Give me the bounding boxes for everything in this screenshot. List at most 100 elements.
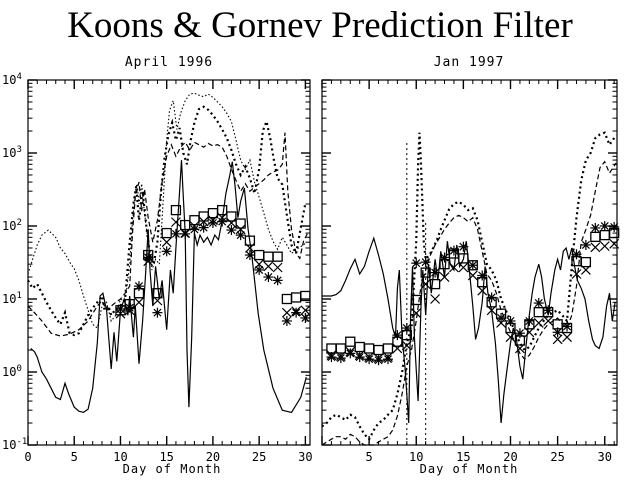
asterisk-marker bbox=[544, 306, 553, 315]
asterisk-marker bbox=[227, 226, 236, 235]
square-marker bbox=[152, 288, 163, 299]
panel-0: 0 5 10 15 20 25 30 10-1 100 101 102 103 104 bbox=[2, 72, 313, 464]
asterisk-marker bbox=[572, 250, 581, 259]
x-marker bbox=[272, 262, 283, 273]
asterisk-marker bbox=[449, 246, 458, 255]
series-prediction-bold-dotted bbox=[27, 105, 307, 337]
asterisk-marker bbox=[412, 259, 421, 268]
square-marker bbox=[382, 343, 394, 354]
x-marker bbox=[401, 340, 412, 351]
asterisk-marker bbox=[134, 282, 143, 291]
asterisk-marker bbox=[534, 299, 543, 308]
square-marker bbox=[170, 204, 182, 216]
x-tick-label: 5 bbox=[366, 450, 373, 464]
asterisk-marker bbox=[478, 271, 487, 280]
asterisk-marker bbox=[301, 313, 310, 322]
x-marker bbox=[226, 218, 237, 228]
asterisk-marker bbox=[190, 225, 199, 234]
square-marker bbox=[226, 211, 237, 222]
left-panel-title: April 1996 bbox=[124, 55, 214, 70]
asterisk-marker bbox=[487, 293, 496, 302]
asterisk-marker bbox=[497, 313, 506, 322]
x-tick-label: 30 bbox=[298, 450, 312, 464]
left-xaxis-label: Day of Month bbox=[122, 462, 222, 476]
asterisk-marker bbox=[393, 331, 402, 340]
asterisk-marker bbox=[506, 316, 515, 325]
y-tick-label: 102 bbox=[2, 218, 22, 233]
square-marker bbox=[458, 253, 469, 264]
asterisk-marker bbox=[383, 355, 392, 364]
y-tick-label: 101 bbox=[2, 291, 22, 306]
square-marker bbox=[599, 229, 610, 241]
square-marker bbox=[354, 341, 365, 353]
y-tick-label: 103 bbox=[2, 145, 22, 160]
square-marker bbox=[590, 231, 601, 243]
x-marker bbox=[609, 238, 620, 249]
x-tick-label: 10 bbox=[113, 450, 127, 464]
square-marker bbox=[363, 343, 375, 354]
x-tick-label: 10 bbox=[409, 450, 423, 464]
asterisk-marker bbox=[600, 221, 609, 231]
x-marker bbox=[458, 262, 469, 273]
x-marker bbox=[533, 318, 544, 328]
series-prediction-fine-dotted bbox=[27, 92, 306, 329]
x-marker bbox=[477, 285, 488, 296]
x-marker bbox=[486, 305, 497, 316]
series-prediction-dashed bbox=[27, 132, 308, 337]
x-marker bbox=[505, 332, 516, 343]
asterisk-marker bbox=[553, 328, 562, 337]
x-marker bbox=[524, 327, 535, 338]
square-marker bbox=[373, 344, 384, 356]
x-marker bbox=[449, 262, 459, 273]
asterisk-marker bbox=[171, 229, 180, 238]
asterisk-marker bbox=[610, 222, 619, 231]
asterisk-marker bbox=[525, 316, 534, 325]
square-marker bbox=[281, 293, 293, 305]
asterisk-marker bbox=[181, 229, 190, 238]
square-marker bbox=[533, 307, 544, 318]
x-marker bbox=[552, 334, 563, 345]
series-prediction-bold-dotted bbox=[321, 131, 618, 442]
square-marker bbox=[235, 218, 246, 229]
asterisk-marker bbox=[125, 303, 134, 312]
asterisk-marker bbox=[374, 356, 383, 365]
x-marker bbox=[430, 294, 441, 304]
y-tick-label: 10-1 bbox=[2, 437, 27, 452]
x-tick-label: 15 bbox=[159, 450, 173, 464]
x-tick-label: 15 bbox=[456, 450, 470, 464]
asterisk-marker bbox=[591, 223, 600, 232]
asterisk-marker bbox=[346, 349, 355, 358]
x-marker bbox=[263, 261, 274, 272]
x-marker bbox=[467, 270, 478, 281]
asterisk-marker bbox=[218, 217, 227, 226]
asterisk-marker bbox=[264, 273, 273, 282]
asterisk-marker bbox=[421, 258, 430, 267]
square-marker bbox=[161, 227, 172, 239]
square-marker bbox=[253, 249, 265, 261]
series-prediction-dashed bbox=[321, 160, 617, 446]
asterisk-marker bbox=[292, 308, 301, 317]
asterisk-marker bbox=[459, 242, 468, 251]
square-marker bbox=[244, 235, 256, 246]
x-tick-label: 20 bbox=[206, 450, 220, 464]
square-marker bbox=[217, 204, 228, 216]
x-tick-label: 5 bbox=[71, 450, 78, 464]
asterisk-marker bbox=[153, 308, 162, 317]
y-tick-label: 104 bbox=[2, 72, 22, 87]
square-marker bbox=[300, 290, 311, 302]
axes-frame bbox=[27, 79, 311, 446]
square-marker bbox=[345, 336, 356, 347]
x-marker bbox=[281, 307, 292, 318]
square-marker bbox=[335, 343, 346, 354]
x-marker bbox=[244, 243, 255, 253]
x-marker bbox=[514, 343, 525, 354]
asterisk-marker bbox=[365, 355, 374, 364]
square-marker bbox=[580, 256, 592, 268]
asterisk-marker bbox=[273, 276, 282, 285]
asterisk-marker bbox=[282, 316, 291, 325]
asterisk-marker bbox=[355, 353, 364, 362]
asterisk-marker bbox=[402, 324, 411, 333]
panel-1: 5 10 15 20 25 30 bbox=[321, 79, 620, 464]
